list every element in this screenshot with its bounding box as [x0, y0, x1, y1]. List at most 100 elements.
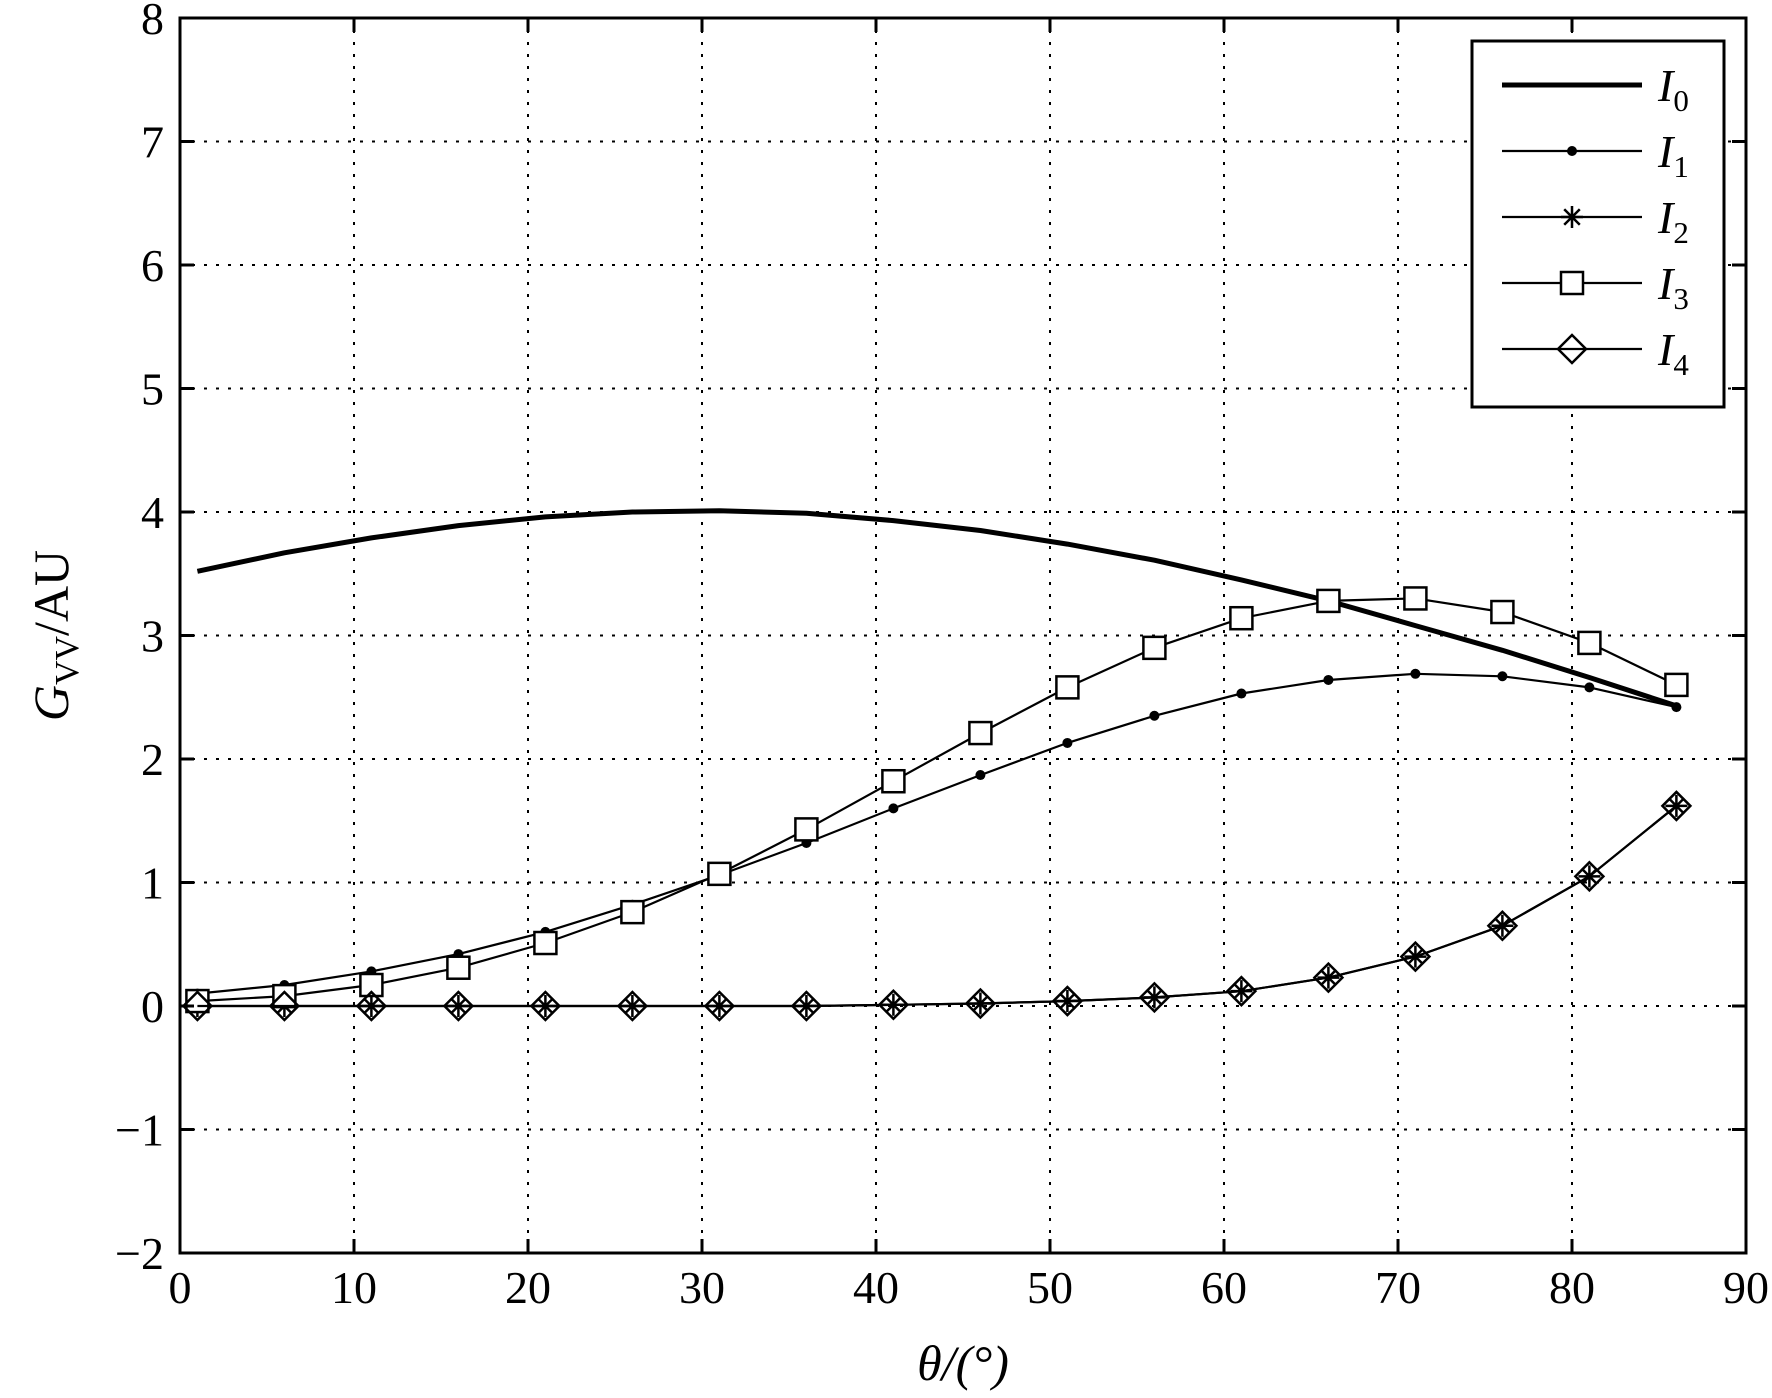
- x-tick-label: 70: [1375, 1262, 1421, 1313]
- data-point-I4: [529, 990, 562, 1022]
- y-axis-title-suffix: /AU: [23, 550, 79, 636]
- legend-label-main: I: [1657, 258, 1676, 309]
- data-point-I4: [1225, 975, 1258, 1007]
- legend-label-main: I: [1657, 192, 1676, 243]
- data-point-I1: [1671, 702, 1682, 713]
- x-tick-label: 40: [853, 1262, 899, 1313]
- legend-entry-I2: I2: [1502, 192, 1689, 250]
- data-point-I4: [616, 990, 649, 1022]
- data-point-I3: [446, 955, 471, 980]
- data-point-I4: [703, 990, 736, 1022]
- y-tick-label: 3: [141, 611, 164, 662]
- y-tick-label: 7: [141, 117, 164, 168]
- data-point-I1: [888, 803, 899, 814]
- y-tick-label: 1: [141, 858, 164, 909]
- data-point-I4: [355, 990, 388, 1022]
- legend-label: I4: [1657, 324, 1689, 382]
- y-tick-label: 5: [141, 364, 164, 415]
- data-point-I4: [790, 990, 823, 1022]
- legend-marker: [1561, 206, 1583, 228]
- y-tick-label: 8: [141, 0, 164, 44]
- series-line-I1: [197, 672, 1677, 995]
- data-point-I3: [881, 768, 906, 794]
- x-tick-label: 0: [169, 1262, 192, 1313]
- data-point-I3: [1577, 630, 1602, 656]
- legend-label: I2: [1657, 192, 1689, 250]
- y-tick-label: −2: [115, 1228, 164, 1279]
- series-I1: [192, 668, 1682, 999]
- series-line-I0: [196, 508, 1678, 709]
- x-tick-label: 80: [1549, 1262, 1595, 1313]
- y-tick-label: 2: [141, 734, 164, 785]
- y-axis-title: GVV/AU: [23, 550, 86, 721]
- data-point-I1: [1584, 682, 1595, 693]
- y-tick-label: −1: [115, 1105, 164, 1156]
- data-point-I4: [1051, 985, 1084, 1017]
- data-point-I3: [272, 983, 297, 1009]
- legend-box: [1470, 39, 1726, 409]
- data-point-I4: [1138, 981, 1171, 1014]
- data-point-I4: [964, 987, 997, 1020]
- series-layer: [181, 508, 1693, 1022]
- legend-marker: [1559, 270, 1585, 296]
- data-point-I3: [968, 720, 993, 746]
- data-point-I4: [1660, 790, 1693, 822]
- x-tick-label: 90: [1723, 1262, 1769, 1313]
- data-point-I4: [1312, 961, 1345, 994]
- data-point-I4: [877, 988, 910, 1021]
- data-point-I4: [1486, 909, 1519, 942]
- y-tick-label: 4: [141, 487, 164, 538]
- legend-entry-I0: I0: [1502, 60, 1689, 118]
- y-tick-label: 0: [141, 981, 164, 1032]
- data-point-I1: [975, 770, 986, 781]
- data-point-I4: [1573, 860, 1606, 893]
- data-point-I3: [1490, 599, 1515, 625]
- y-axis-title-main: G: [23, 685, 79, 721]
- data-point-I3: [1142, 635, 1167, 661]
- legend-entry-I1: I1: [1502, 126, 1689, 184]
- legend-label-main: I: [1657, 60, 1676, 111]
- data-point-I3: [1055, 675, 1080, 700]
- axis-ticks: [178, 16, 1748, 1255]
- series-I0: [196, 508, 1678, 709]
- x-tick-label: 10: [331, 1262, 377, 1313]
- legend-entry-I4: I4: [1502, 324, 1689, 382]
- series-I2: [186, 794, 1688, 1017]
- data-point-I1: [1149, 710, 1160, 721]
- legend-label-sub: 0: [1673, 83, 1689, 118]
- data-point-I4: [268, 990, 301, 1022]
- data-point-I4: [442, 990, 475, 1022]
- data-point-I1: [1410, 668, 1421, 679]
- legend-label: I1: [1657, 126, 1689, 184]
- legend-label-main: I: [1657, 324, 1676, 375]
- legend-label-sub: 1: [1673, 149, 1689, 184]
- data-point-I3: [794, 817, 819, 842]
- data-point-I1: [1062, 737, 1073, 748]
- x-tick-labels: 0 10 20 30 40 50 60 70 80 90: [169, 1262, 1770, 1313]
- y-tick-labels: −2 −1 0 1 2 3 4 5 6 7 8: [115, 0, 164, 1279]
- x-axis-title: θ/(°): [917, 1335, 1009, 1391]
- legend-marker: [1556, 333, 1588, 365]
- legend-marker: [1567, 146, 1577, 156]
- legend-label-main: I: [1657, 126, 1676, 177]
- data-point-I3: [620, 899, 645, 925]
- data-point-I1: [1236, 688, 1247, 699]
- series-I3: [185, 586, 1689, 1014]
- data-point-I3: [1229, 605, 1254, 631]
- data-point-I1: [1323, 674, 1334, 685]
- data-point-I3: [1316, 588, 1341, 614]
- y-tick-label: 6: [141, 240, 164, 291]
- legend-entry-I3: I3: [1502, 258, 1689, 316]
- data-point-I1: [1497, 671, 1508, 682]
- data-point-I3: [1403, 586, 1428, 611]
- legend-label-sub: 3: [1673, 281, 1689, 316]
- data-point-I4: [181, 990, 214, 1022]
- legend-label-sub: 4: [1673, 347, 1689, 382]
- x-tick-label: 30: [679, 1262, 725, 1313]
- series-I4: [181, 790, 1693, 1022]
- x-tick-label: 20: [505, 1262, 551, 1313]
- legend-label: I3: [1657, 258, 1689, 316]
- data-point-I4: [1399, 940, 1432, 973]
